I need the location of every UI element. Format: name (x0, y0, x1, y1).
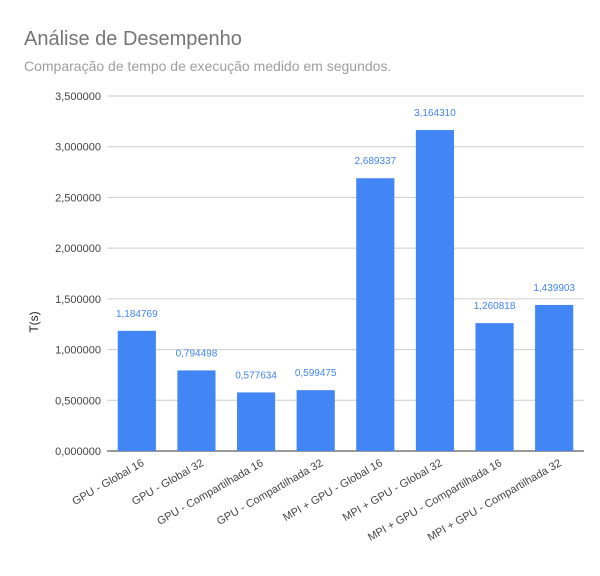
data-label: 3,164310 (414, 108, 456, 119)
bar (475, 323, 514, 451)
y-axis-ticks: 0,000000 0,500000 1,000000 1,500000 2,000000… (55, 91, 101, 458)
x-tick-label: GPU - Compartilhada 16 (155, 457, 265, 528)
bar (356, 178, 395, 451)
bar (415, 130, 455, 451)
bar (177, 370, 216, 451)
data-label: 0,599475 (295, 368, 337, 379)
bar (236, 392, 276, 451)
data-labels: 1,184769 0,794498 0,577634 0,599475 2,689337… (116, 108, 576, 381)
y-axis-label: T(s) (27, 311, 41, 332)
y-tick-label: 3,000000 (55, 142, 101, 154)
y-tick-label: 1,000000 (55, 345, 101, 357)
y-tick-label: 0,000000 (55, 446, 101, 458)
chart-title: Análise de Desempenho (24, 28, 242, 50)
y-tick-label: 2,500000 (55, 192, 101, 204)
chart-subtitle: Comparação de tempo de execução medido e… (24, 58, 392, 74)
x-tick-label: MPI + GPU - Global 32 (341, 457, 445, 524)
x-tick-label: MPI + GPU - Global 16 (281, 457, 385, 524)
data-label: 1,260818 (474, 301, 516, 312)
y-tick-label: 3,500000 (55, 91, 101, 103)
y-tick-label: 1,500000 (55, 294, 101, 306)
y-tick-label: 2,000000 (55, 243, 101, 255)
data-label: 1,439903 (533, 283, 575, 294)
y-tick-label: 0,500000 (55, 395, 101, 407)
data-label: 2,689337 (354, 156, 396, 167)
bars (117, 130, 574, 451)
data-label: 1,184769 (116, 309, 158, 320)
data-label: 0,794498 (176, 348, 218, 359)
bar (117, 330, 156, 451)
bar (535, 304, 574, 451)
data-label: 0,577634 (235, 370, 277, 381)
x-tick-label: GPU - Compartilhada 32 (215, 457, 325, 528)
bar (296, 390, 335, 451)
